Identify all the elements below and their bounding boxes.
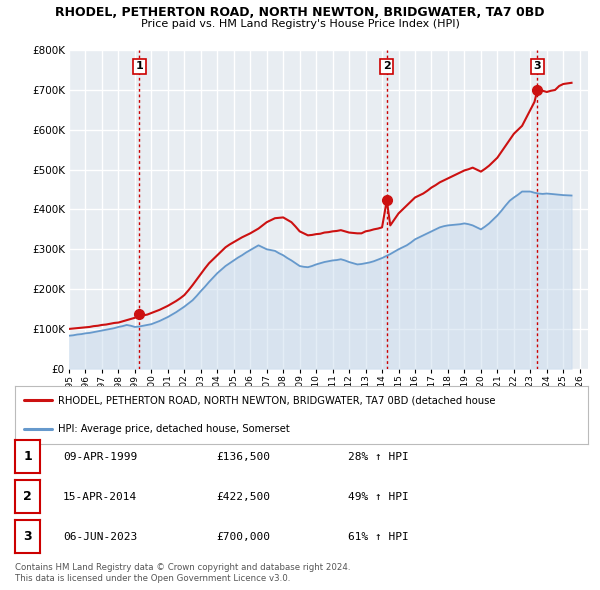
Text: Price paid vs. HM Land Registry's House Price Index (HPI): Price paid vs. HM Land Registry's House … — [140, 19, 460, 29]
Text: £422,500: £422,500 — [216, 492, 270, 502]
Text: 1: 1 — [23, 450, 32, 463]
Text: 3: 3 — [23, 530, 32, 543]
Text: RHODEL, PETHERTON ROAD, NORTH NEWTON, BRIDGWATER, TA7 0BD (detached house: RHODEL, PETHERTON ROAD, NORTH NEWTON, BR… — [58, 395, 496, 405]
Text: 61% ↑ HPI: 61% ↑ HPI — [348, 532, 409, 542]
Text: HPI: Average price, detached house, Somerset: HPI: Average price, detached house, Some… — [58, 424, 290, 434]
Text: RHODEL, PETHERTON ROAD, NORTH NEWTON, BRIDGWATER, TA7 0BD: RHODEL, PETHERTON ROAD, NORTH NEWTON, BR… — [55, 6, 545, 19]
Text: Contains HM Land Registry data © Crown copyright and database right 2024.: Contains HM Land Registry data © Crown c… — [15, 563, 350, 572]
Text: 09-APR-1999: 09-APR-1999 — [63, 452, 137, 461]
Text: 2: 2 — [383, 61, 391, 71]
Text: 2: 2 — [23, 490, 32, 503]
Text: 28% ↑ HPI: 28% ↑ HPI — [348, 452, 409, 461]
Text: £700,000: £700,000 — [216, 532, 270, 542]
Text: £136,500: £136,500 — [216, 452, 270, 461]
Text: 3: 3 — [533, 61, 541, 71]
Text: 1: 1 — [136, 61, 143, 71]
Text: 15-APR-2014: 15-APR-2014 — [63, 492, 137, 502]
Text: 06-JUN-2023: 06-JUN-2023 — [63, 532, 137, 542]
Text: This data is licensed under the Open Government Licence v3.0.: This data is licensed under the Open Gov… — [15, 574, 290, 583]
Text: 49% ↑ HPI: 49% ↑ HPI — [348, 492, 409, 502]
